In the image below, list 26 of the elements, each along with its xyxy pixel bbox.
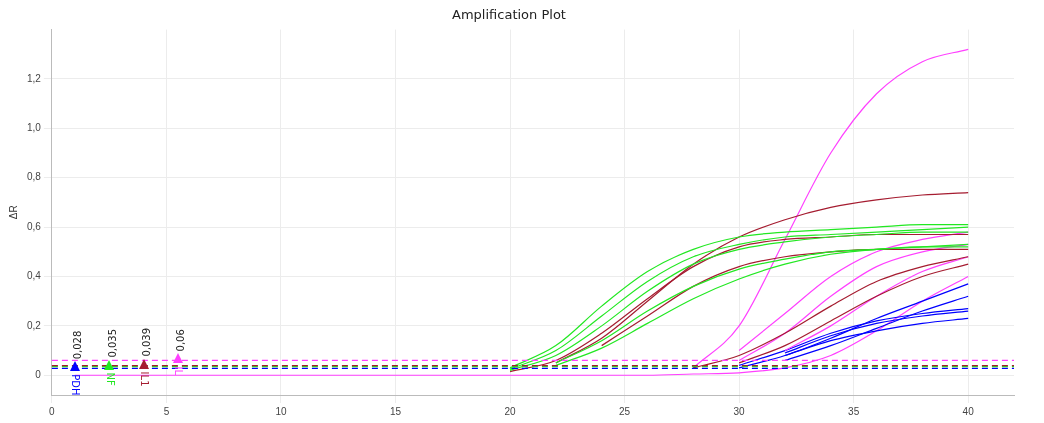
ref-line-label: 0,028	[72, 330, 84, 360]
y-tick-label: 0	[35, 369, 42, 380]
ref-line-label: 0,06	[175, 329, 187, 352]
x-tick-label: 0	[49, 405, 56, 417]
y-axis-title: ΔR	[7, 205, 19, 220]
chart-title: Amplification Plot	[452, 7, 566, 23]
x-tick-label: 15	[389, 405, 402, 417]
x-tick-label: 25	[619, 405, 631, 417]
x-tick-label: 20	[504, 405, 517, 417]
annotation: IL	[173, 366, 185, 376]
x-tick-label: 30	[733, 405, 746, 417]
x-tick-label: 5	[163, 405, 170, 417]
ref-line-label: 0,039	[141, 327, 153, 357]
ref-line-label: 0,035	[106, 328, 118, 358]
y-tick-label: 1,0	[27, 122, 42, 134]
annotation: PDH	[70, 374, 82, 396]
y-tick-label: 0,8	[27, 171, 42, 183]
annotation: IL1	[138, 371, 150, 387]
x-tick-label: 10	[275, 405, 287, 417]
y-tick-label: 0,4	[27, 270, 42, 282]
y-tick-label: 1,2	[27, 72, 42, 84]
x-tick-label: 40	[962, 405, 975, 417]
y-tick-label: 0,6	[27, 220, 42, 232]
y-tick-label: 0,2	[27, 319, 42, 331]
annotation: NF	[104, 372, 116, 387]
x-tick-label: 35	[848, 405, 860, 417]
